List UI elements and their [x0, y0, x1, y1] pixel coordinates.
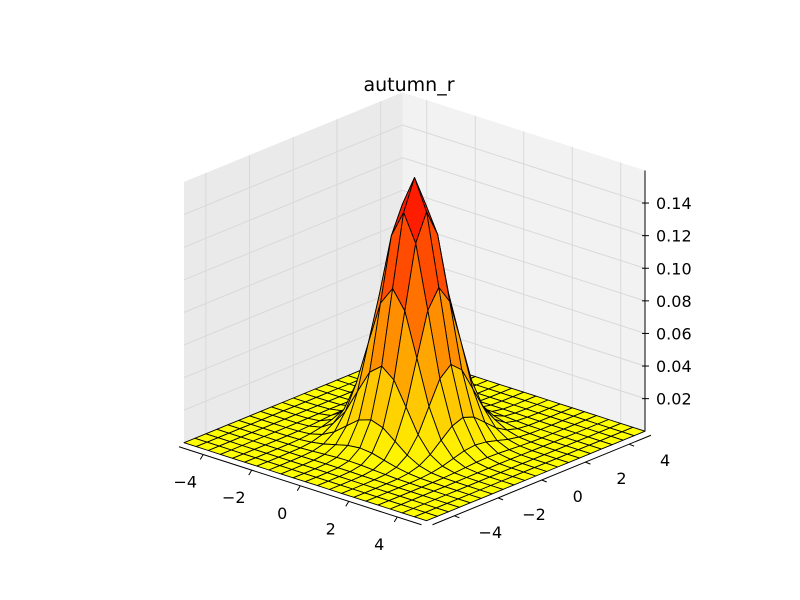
y-axis: −4 −2 0 2 4 [432, 434, 670, 542]
x-tick [199, 454, 204, 460]
surface-patch [413, 511, 438, 522]
y-tick [497, 497, 504, 501]
x-tick-label: 2 [326, 519, 336, 538]
x-tick [393, 516, 398, 523]
y-tick-label: −4 [479, 523, 503, 542]
y-tick [454, 515, 460, 519]
gridline-z [183, 157, 646, 248]
y-tick [585, 461, 591, 465]
z-tick-label: 0.08 [656, 292, 692, 311]
z-tick-label: 0.12 [656, 227, 692, 246]
y-tick [628, 443, 635, 447]
y-tick-label: 2 [616, 469, 626, 488]
x-tick [248, 469, 253, 476]
z-tick-label: 0.02 [656, 390, 692, 409]
x-tick-label: −4 [173, 473, 197, 492]
surface-plot [183, 177, 646, 522]
gridline-z [183, 124, 646, 215]
x-tick-label: −2 [222, 488, 246, 507]
z-tick-label: 0.14 [656, 194, 692, 213]
chart-title: autumn_r [363, 74, 454, 96]
y-tick-label: 0 [573, 487, 583, 506]
x-tick [296, 485, 301, 492]
z-axis: 0.02 0.04 0.06 0.08 0.10 0.12 0.14 [642, 170, 692, 432]
y-tick [541, 479, 547, 483]
z-tick-label: 0.10 [656, 259, 692, 278]
x-tick-label: 0 [277, 504, 287, 523]
x-tick-label: 4 [374, 535, 384, 554]
gridline-z [183, 189, 646, 281]
z-tick-label: 0.04 [656, 357, 692, 376]
y-tick-label: −2 [522, 505, 546, 524]
x-axis: −4 −2 0 2 4 [173, 446, 422, 554]
y-tick-label: 4 [660, 451, 670, 470]
z-tick-label: 0.06 [656, 324, 692, 343]
x-tick [345, 501, 350, 507]
